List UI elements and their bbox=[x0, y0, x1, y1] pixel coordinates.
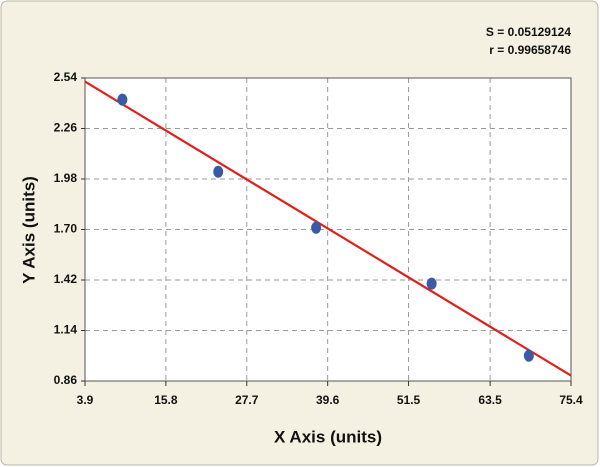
x-tick-label: 27.7 bbox=[235, 393, 259, 407]
x-tick-label: 3.9 bbox=[77, 393, 94, 407]
x-tick-label: 39.6 bbox=[316, 393, 340, 407]
data-point bbox=[523, 349, 534, 362]
data-point bbox=[311, 221, 322, 234]
y-tick-label: 2.26 bbox=[54, 121, 78, 135]
y-tick-label: 1.70 bbox=[54, 222, 78, 236]
fit-line bbox=[84, 80, 572, 377]
x-tick-label: 15.8 bbox=[154, 393, 178, 407]
y-tick-label: 0.86 bbox=[54, 373, 78, 387]
y-tick-label: 1.98 bbox=[54, 171, 78, 185]
x-tick-label: 51.5 bbox=[397, 393, 421, 407]
data-point bbox=[213, 165, 224, 178]
y-tick-label: 1.14 bbox=[54, 323, 78, 337]
y-tick-label: 2.54 bbox=[54, 70, 78, 84]
data-point bbox=[426, 277, 437, 290]
x-axis-title: X Axis (units) bbox=[274, 427, 382, 446]
y-axis-title: Y Axis (units) bbox=[19, 176, 38, 284]
data-point bbox=[117, 93, 128, 106]
annotation: r = 0.99658746 bbox=[489, 43, 571, 57]
y-tick-label: 1.42 bbox=[54, 272, 78, 286]
annotation: S = 0.05129124 bbox=[486, 25, 571, 39]
x-tick-label: 63.5 bbox=[478, 393, 502, 407]
x-tick-label: 75.4 bbox=[559, 393, 583, 407]
